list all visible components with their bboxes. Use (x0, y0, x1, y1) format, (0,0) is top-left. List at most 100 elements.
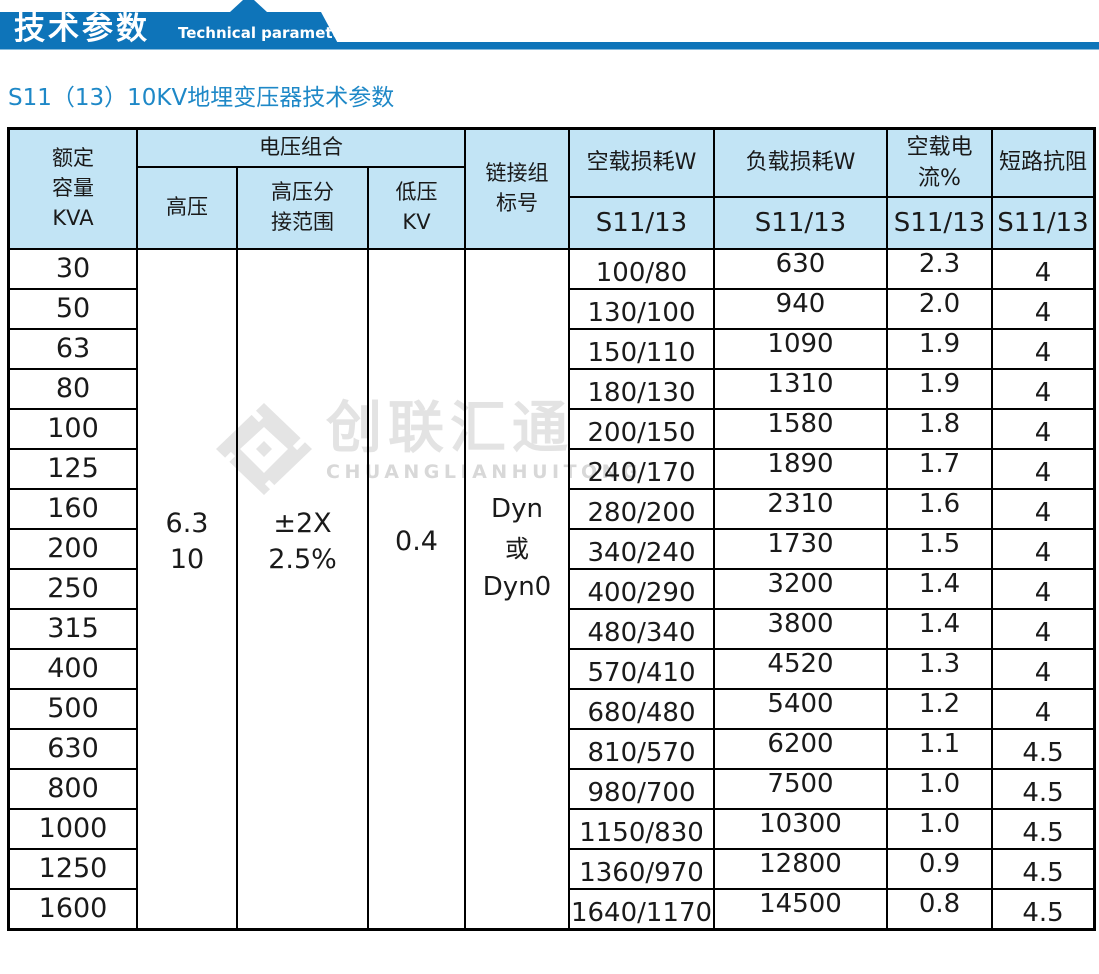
no-load-current-cell: 1.4 (887, 609, 992, 649)
impedance-cell: 4 (992, 329, 1094, 369)
no-load-current-cell: 2.0 (887, 289, 992, 329)
header-model-s11-13: S11/13 (992, 197, 1094, 249)
spec-table: 创联汇通 CHUANGLIANHUITONG 额定 容量 KVA 电压组合 高压… (7, 127, 1096, 931)
no-load-current-cell: 1.4 (887, 569, 992, 609)
header-line: 接范围 (271, 210, 334, 234)
no-load-current-cell: 1.1 (887, 729, 992, 769)
banner-ribbon-shape (0, 0, 1099, 50)
no-load-current-cell: 1.9 (887, 329, 992, 369)
load-loss-cell: 1090 (714, 329, 887, 369)
no-load-loss-cell: 280/200 (569, 489, 714, 529)
header-model-s11-13: S11/13 (887, 197, 992, 249)
load-loss-cell: 940 (714, 289, 887, 329)
value-line: 10 (169, 543, 205, 575)
header-high-voltage: 高压 (137, 167, 237, 249)
load-loss-cell: 1310 (714, 369, 887, 409)
value-line: 2.5% (268, 543, 337, 575)
no-load-loss-cell: 570/410 (569, 649, 714, 689)
header-line: 低压 (395, 180, 438, 205)
no-load-loss-cell: 480/340 (569, 609, 714, 649)
header-line: 链接组 (485, 161, 549, 186)
capacity-cell: 30 (9, 249, 137, 289)
no-load-loss-cell: 100/80 (569, 249, 714, 289)
header-hv-tap-range: 高压分 接范围 (237, 167, 368, 249)
no-load-current-cell: 1.2 (887, 689, 992, 729)
no-load-current-cell: 1.9 (887, 369, 992, 409)
shared-link-group-value: Dyn 或 Dyn0 (465, 249, 569, 929)
no-load-loss-cell: 1640/1170 (569, 889, 714, 929)
header-short-impedance: 短路抗阻 (992, 129, 1094, 197)
capacity-cell: 250 (9, 569, 137, 609)
load-loss-cell: 12800 (714, 849, 887, 889)
capacity-cell: 80 (9, 369, 137, 409)
load-loss-cell: 1730 (714, 529, 887, 569)
capacity-cell: 1000 (9, 809, 137, 849)
no-load-loss-cell: 810/570 (569, 729, 714, 769)
header-low-voltage: 低压 KV (368, 167, 465, 249)
value-line: 或 (505, 534, 529, 563)
banner-title: 技术参数 (14, 11, 150, 47)
load-loss-cell: 1890 (714, 449, 887, 489)
load-loss-cell: 4520 (714, 649, 887, 689)
shared-tap-value: ±2X 2.5% (237, 249, 368, 929)
header-load-loss: 负载损耗W (714, 129, 887, 197)
shared-lv-value: 0.4 (368, 249, 465, 929)
no-load-current-cell: 1.6 (887, 489, 992, 529)
header-line: KVA (52, 205, 94, 230)
value-line: ±2X (273, 507, 332, 539)
impedance-cell: 4 (992, 569, 1094, 609)
page-title: S11（13）10KV地埋变压器技术参数 (8, 85, 395, 111)
header-link-group: 链接组 标号 (465, 129, 569, 249)
no-load-current-cell: 1.0 (887, 809, 992, 849)
no-load-current-cell: 0.9 (887, 849, 992, 889)
impedance-cell: 4 (992, 449, 1094, 489)
no-load-current-cell: 1.8 (887, 409, 992, 449)
capacity-cell: 800 (9, 769, 137, 809)
header-model-s11-13: S11/13 (569, 197, 714, 249)
header-voltage-combination: 电压组合 (137, 129, 465, 167)
no-load-loss-cell: 680/480 (569, 689, 714, 729)
load-loss-cell: 5400 (714, 689, 887, 729)
capacity-cell: 1250 (9, 849, 137, 889)
no-load-loss-cell: 980/700 (569, 769, 714, 809)
load-loss-cell: 630 (714, 249, 887, 289)
shared-hv-value: 6.3 10 (137, 249, 237, 929)
header-line: 额定 (52, 146, 94, 171)
load-loss-cell: 10300 (714, 809, 887, 849)
capacity-cell: 400 (9, 649, 137, 689)
no-load-current-cell: 1.3 (887, 649, 992, 689)
value-line: 6.3 (165, 507, 209, 539)
impedance-cell: 4.5 (992, 889, 1094, 929)
header-no-load-current: 空载电流% (887, 129, 992, 197)
no-load-loss-cell: 240/170 (569, 449, 714, 489)
capacity-cell: 630 (9, 729, 137, 769)
impedance-cell: 4.5 (992, 849, 1094, 889)
impedance-cell: 4 (992, 289, 1094, 329)
header-model-s11-13: S11/13 (714, 197, 887, 249)
header-rated-capacity: 额定 容量 KVA (9, 129, 137, 249)
capacity-cell: 500 (9, 689, 137, 729)
impedance-cell: 4 (992, 489, 1094, 529)
capacity-cell: 1600 (9, 889, 137, 929)
impedance-cell: 4.5 (992, 769, 1094, 809)
no-load-current-cell: 1.0 (887, 769, 992, 809)
load-loss-cell: 14500 (714, 889, 887, 929)
no-load-loss-cell: 150/110 (569, 329, 714, 369)
no-load-loss-cell: 400/290 (569, 569, 714, 609)
no-load-loss-cell: 130/100 (569, 289, 714, 329)
impedance-cell: 4.5 (992, 809, 1094, 849)
header-line: KV (402, 210, 431, 234)
value-line: Dyn0 (482, 572, 552, 603)
no-load-current-cell: 2.3 (887, 249, 992, 289)
capacity-cell: 100 (9, 409, 137, 449)
impedance-cell: 4 (992, 649, 1094, 689)
impedance-cell: 4.5 (992, 729, 1094, 769)
no-load-loss-cell: 1150/830 (569, 809, 714, 849)
value-line: Dyn (491, 494, 543, 525)
header-line: 标号 (496, 191, 538, 215)
no-load-loss-cell: 1360/970 (569, 849, 714, 889)
impedance-cell: 4 (992, 529, 1094, 569)
load-loss-cell: 7500 (714, 769, 887, 809)
impedance-cell: 4 (992, 409, 1094, 449)
